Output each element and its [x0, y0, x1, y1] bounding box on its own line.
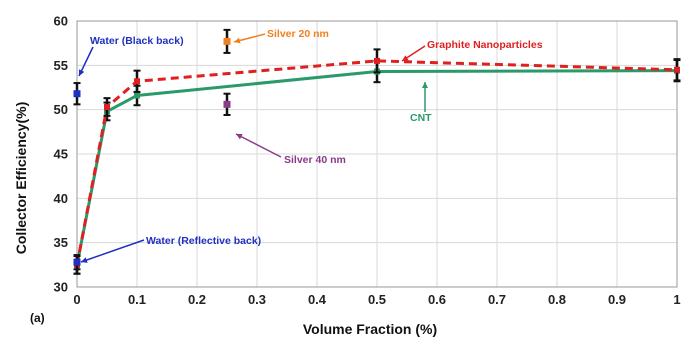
annotation-label: Water (Reflective back) — [146, 235, 261, 247]
annotation-arrow — [80, 239, 145, 263]
annotation-water-black-back: Water (Black back) — [78, 35, 184, 77]
point-water-black-back — [73, 82, 81, 106]
x-tick-label: 0 — [73, 292, 80, 307]
x-tick-label: 0.7 — [488, 292, 506, 307]
x-axis-label: Volume Fraction (%) — [303, 321, 437, 337]
y-tick-labels: 30 35 40 45 50 55 60 — [54, 14, 68, 295]
annotation-silver-20-nm: Silver 20 nm — [233, 28, 329, 44]
x-tick-label: 0.6 — [428, 292, 446, 307]
annotation-arrow — [78, 46, 94, 77]
x-tick-label: 0.9 — [608, 292, 626, 307]
y-tick-label: 40 — [54, 191, 68, 206]
annotation-silver-40-nm: Silver 40 nm — [235, 133, 346, 166]
y-tick-label: 45 — [54, 147, 68, 162]
annotation-label: CNT — [410, 112, 432, 124]
data-point — [223, 37, 231, 45]
data-point — [134, 78, 140, 85]
y-tick-label: 30 — [54, 280, 68, 295]
point-silver-20-nm — [223, 28, 231, 54]
annotation-label: Silver 20 nm — [267, 28, 329, 40]
annotation-arrow — [401, 45, 426, 62]
data-point — [73, 90, 81, 98]
y-axis-label: Collector Efficiency(%) — [13, 102, 29, 254]
x-tick-labels: 0 0.1 0.2 0.3 0.4 0.5 0.6 0.7 0.8 0.9 1 — [73, 292, 680, 307]
annotation-arrow — [233, 33, 266, 44]
data-point — [104, 104, 110, 111]
x-tick-label: 0.5 — [368, 292, 386, 307]
y-tick-label: 60 — [54, 14, 68, 29]
point-silver-40-nm — [223, 92, 231, 116]
x-tick-label: 1 — [673, 292, 680, 307]
points-layer — [73, 28, 231, 271]
annotation-arrow — [235, 133, 282, 158]
annotations-layer: Water (Black back) Silver 20 nm Graphite N… — [78, 28, 543, 263]
data-point — [73, 258, 81, 266]
data-point — [223, 100, 231, 108]
annotation-label: Water (Black back) — [90, 35, 184, 47]
x-tick-label: 0.3 — [248, 292, 266, 307]
x-tick-label: 0.4 — [308, 292, 327, 307]
x-tick-label: 0.2 — [188, 292, 206, 307]
data-point — [134, 92, 140, 99]
annotation-label: Silver 40 nm — [284, 154, 346, 166]
x-tick-label: 0.8 — [548, 292, 566, 307]
panel-label: (a) — [30, 311, 45, 325]
annotation-graphite-nanoparticles: Graphite Nanoparticles — [401, 39, 543, 62]
annotation-label: Graphite Nanoparticles — [427, 39, 543, 51]
annotation-water-reflective-back: Water (Reflective back) — [80, 235, 261, 263]
data-point — [674, 66, 680, 73]
y-tick-label: 50 — [54, 102, 68, 117]
y-tick-label: 35 — [54, 235, 68, 250]
annotation-cnt: CNT — [410, 82, 432, 124]
y-tick-label: 55 — [54, 58, 68, 73]
point-water-reflective-back — [73, 254, 81, 271]
x-tick-label: 0.1 — [128, 292, 146, 307]
plot-frame — [76, 20, 678, 288]
data-point — [374, 57, 380, 64]
